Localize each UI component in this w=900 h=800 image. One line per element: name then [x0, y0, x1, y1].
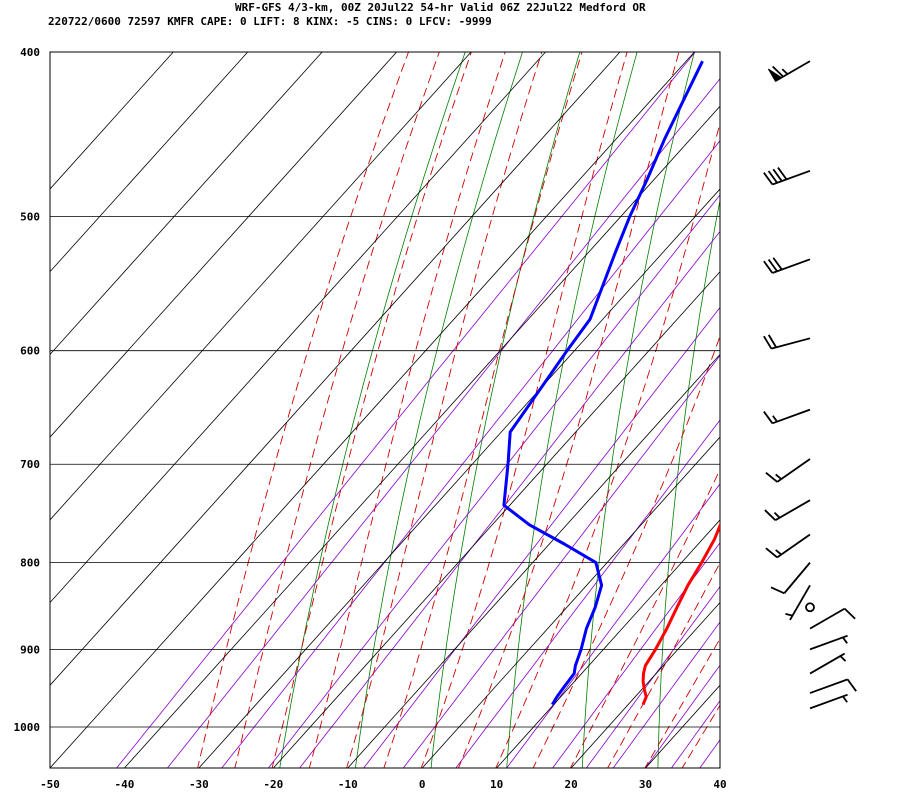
sounding-profiles [502, 60, 720, 706]
isotherm-line [50, 52, 472, 521]
pressure-tick-label: 600 [20, 345, 40, 358]
moist-adiabat [234, 52, 440, 768]
wind-barb [809, 678, 857, 694]
isotherm-line [198, 188, 720, 768]
moist-adiabat [308, 52, 506, 768]
mixing-ratio-line [221, 140, 720, 768]
mixing-ratio-line [612, 621, 720, 768]
moist-adiabat [457, 52, 680, 768]
mixing-ratio-line [585, 585, 720, 768]
isotherm-line [50, 52, 249, 273]
isotherm-line [50, 52, 621, 686]
moist-adiabat [346, 52, 543, 768]
moist-adiabat [495, 121, 720, 768]
dry-adiabat [878, 14, 900, 770]
temperature-tick-label: -50 [40, 778, 60, 791]
pressure-tick-label: 700 [20, 458, 40, 471]
dry-adiabat [430, 52, 581, 768]
isotherm-line [421, 436, 720, 768]
temperature-tick-label: 0 [419, 778, 426, 791]
temperature-tick-label: -20 [263, 778, 283, 791]
mixing-ratio-line [166, 78, 720, 768]
wind-barb [763, 408, 811, 425]
mixing-ratio-line [552, 542, 720, 768]
isotherm-line [273, 271, 720, 768]
mixing-ratio-line [116, 52, 696, 768]
wind-barb [770, 562, 811, 595]
wind-barb [809, 634, 848, 651]
isotherm-line [50, 52, 546, 604]
moist-adiabat [718, 766, 720, 768]
isotherm-line [50, 52, 174, 190]
dry-adiabat [733, 14, 817, 770]
header-stats: 220722/0600 72597 KMFR CAPE: 0 LIFT: 8 K… [48, 15, 492, 28]
mixing-ratio-line [402, 354, 720, 768]
moist-adiabat [420, 52, 628, 768]
dry-adiabat [279, 52, 466, 768]
mixing-ratio-line [299, 230, 720, 768]
moist-adiabat [644, 637, 720, 768]
pressure-tick-label: 900 [20, 643, 40, 656]
isotherm-line [496, 519, 720, 768]
wind-barb [763, 167, 811, 186]
isotherm-line [50, 52, 695, 768]
wind-barb [763, 257, 811, 274]
pressure-tick-label: 800 [20, 557, 40, 570]
temperature-tick-label: -10 [338, 778, 358, 791]
isotherm-line [124, 105, 720, 768]
temperature-tick-label: -40 [115, 778, 135, 791]
wind-barb [764, 499, 811, 521]
wind-barb [785, 584, 811, 621]
dry-adiabat [581, 52, 695, 768]
reference-lines [116, 14, 900, 770]
moist-adiabat [569, 468, 720, 768]
temperature-axis: -50 -40 -30 -20 -10 0 10 20 30 40 [40, 778, 727, 791]
isotherm-line [50, 52, 323, 356]
mixing-ratio-line [363, 306, 720, 768]
wind-barb [767, 60, 811, 82]
moist-adiabat [271, 52, 472, 768]
wind-barbs-column [763, 60, 857, 710]
mixing-ratio-line [267, 194, 720, 768]
pressure-axis: 400 500 600 700 800 900 1000 [14, 46, 41, 734]
mixing-ratio-line [506, 483, 720, 768]
pressure-tick-label: 400 [20, 46, 40, 59]
isotherm-line [347, 353, 720, 768]
isobar-grid [50, 51, 720, 728]
dry-adiabat [354, 52, 523, 768]
temperature-tick-label: 20 [564, 778, 577, 791]
header-title: WRF-GFS 4/3-km, 00Z 20Jul22 54-hr Valid … [235, 1, 646, 14]
moist-adiabat [681, 704, 720, 768]
temperature-tick-label: 30 [639, 778, 652, 791]
temperature-tick-label: -30 [189, 778, 209, 791]
wind-barb [805, 602, 815, 613]
mixing-ratio-line [670, 699, 720, 768]
mixing-ratio-line [455, 419, 720, 768]
isotherm-line [645, 684, 720, 768]
isotherm-grid [50, 52, 720, 768]
isotherm-line [570, 601, 720, 768]
plot-frame [49, 51, 721, 769]
moist-adiabat [532, 334, 720, 768]
isotherm-line [50, 52, 397, 438]
wind-barb [809, 693, 848, 710]
moist-adiabat [197, 52, 409, 768]
temperature-tick-label: 40 [713, 778, 726, 791]
dewpoint-profile-line [502, 60, 704, 706]
wind-barb [765, 533, 811, 559]
temperature-profile-line [641, 521, 720, 706]
pressure-tick-label: 1000 [14, 721, 41, 734]
wind-barb [763, 334, 811, 350]
wind-barb [809, 652, 847, 675]
pressure-tick-label: 500 [20, 210, 40, 223]
temperature-tick-label: 10 [490, 778, 503, 791]
wind-barb [765, 458, 811, 483]
wind-barb [809, 607, 856, 630]
moist-adiabat [383, 52, 583, 768]
dry-adiabat [506, 52, 638, 768]
mixing-ratio-line [644, 664, 720, 768]
mixing-ratio-line [699, 739, 720, 768]
